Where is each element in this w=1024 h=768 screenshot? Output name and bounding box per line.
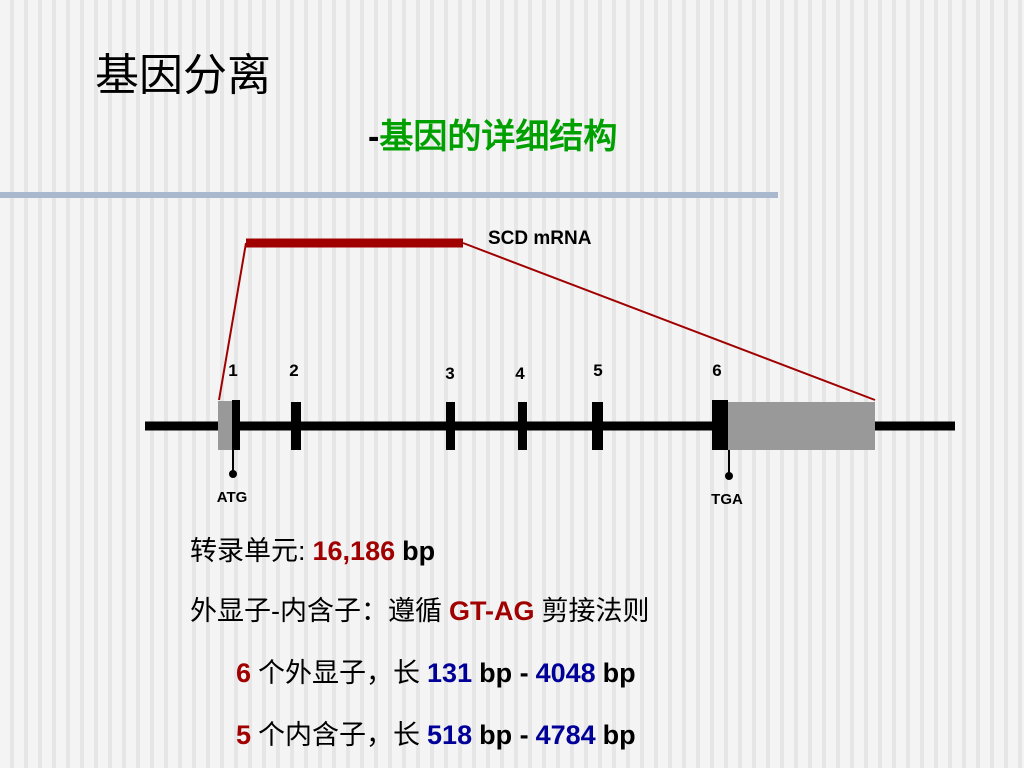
note-part: 16,186 bbox=[313, 536, 396, 566]
exon-number: 3 bbox=[445, 364, 454, 383]
note-part: bp - bbox=[479, 658, 528, 688]
utr bbox=[728, 402, 875, 450]
note-line: 5 个内含子，长 518 bp - 4784 bp bbox=[236, 720, 636, 750]
note-part: 4048 bbox=[536, 658, 596, 688]
note-part: 131 bbox=[427, 658, 472, 688]
pin-dot bbox=[725, 472, 733, 480]
exon bbox=[291, 402, 301, 450]
gene-diagram: SCD mRNA ATG TGA 1 2 3 4 5 6 bbox=[145, 228, 955, 508]
note-part: bp bbox=[603, 658, 636, 688]
exon bbox=[446, 402, 455, 450]
note-part: 外显子-内含子：遵循 bbox=[190, 596, 442, 626]
subtitle: -基因的详细结构 bbox=[368, 118, 617, 156]
note-line: 外显子-内含子：遵循 GT-AG 剪接法则 bbox=[190, 596, 650, 626]
exon-number: 6 bbox=[712, 361, 721, 380]
title: 基因分离 bbox=[95, 51, 271, 100]
note-part: 剪接法则 bbox=[542, 596, 650, 626]
exon-number: 2 bbox=[289, 361, 298, 380]
note-part: bp bbox=[603, 720, 636, 750]
divider bbox=[0, 192, 778, 198]
note-part: 5 bbox=[236, 720, 251, 750]
pin-dot bbox=[229, 470, 237, 478]
exon bbox=[592, 402, 603, 450]
note-part: 6 bbox=[236, 658, 251, 688]
exon-number: 4 bbox=[515, 364, 525, 383]
stop-codon: TGA bbox=[711, 491, 743, 508]
note-part: 转录单元: bbox=[190, 536, 306, 566]
start-codon: ATG bbox=[217, 489, 248, 506]
note-part: bp bbox=[402, 536, 435, 566]
mrna-link bbox=[462, 242, 876, 401]
note-line: 6 个外显子，长 131 bp - 4048 bp bbox=[236, 658, 636, 688]
note-part: 个内含子，长 bbox=[258, 720, 420, 750]
note-part: bp - bbox=[479, 720, 528, 750]
mrna-label: SCD mRNA bbox=[488, 228, 592, 249]
note-part: 4784 bbox=[536, 720, 596, 750]
subtitle-part: 基因的详细结构 bbox=[379, 118, 617, 156]
exon bbox=[232, 400, 240, 450]
subtitle-part: - bbox=[368, 118, 379, 156]
note-part: GT-AG bbox=[449, 596, 535, 626]
exon-number: 1 bbox=[228, 361, 237, 380]
utr bbox=[218, 401, 236, 450]
exon bbox=[712, 400, 728, 450]
exon-number: 5 bbox=[593, 361, 602, 380]
note-line: 转录单元: 16,186 bp bbox=[190, 536, 435, 566]
note-part: 个外显子，长 bbox=[258, 658, 420, 688]
exon bbox=[518, 402, 527, 450]
mrna-link bbox=[218, 242, 247, 401]
note-part: 518 bbox=[427, 720, 472, 750]
